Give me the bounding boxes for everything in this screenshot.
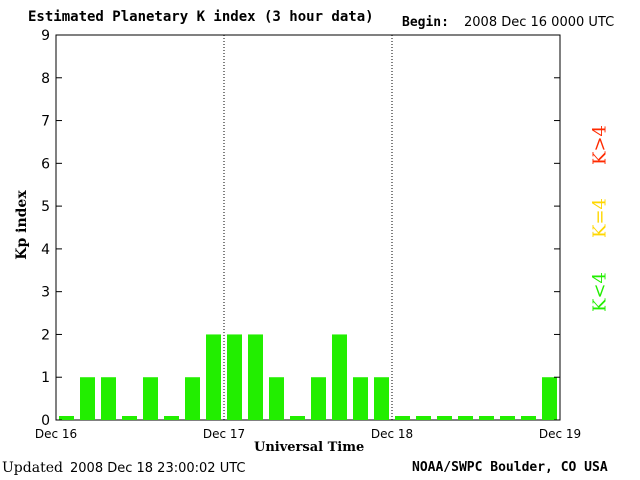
kp-bar xyxy=(416,416,431,420)
y-tick-label: 9 xyxy=(41,28,50,44)
legend-k-gt-4: K>4 xyxy=(589,125,611,165)
kp-bar xyxy=(206,334,221,420)
kp-bar xyxy=(542,377,557,420)
kp-bar xyxy=(458,416,473,420)
kp-bar xyxy=(395,416,410,420)
kp-bar xyxy=(332,334,347,420)
y-tick-label: 6 xyxy=(41,156,50,172)
kp-bar xyxy=(500,416,515,420)
kp-bar xyxy=(185,377,200,420)
y-tick-label: 0 xyxy=(41,413,50,429)
x-tick-label: Dec 19 xyxy=(539,427,581,441)
kp-bar xyxy=(143,377,158,420)
y-tick-label: 4 xyxy=(41,242,50,258)
kp-bar xyxy=(101,377,116,420)
y-axis-label: Kp index xyxy=(14,190,30,260)
begin-label: Begin: xyxy=(402,15,449,30)
chart-title: Estimated Planetary K index (3 hour data… xyxy=(28,9,374,25)
y-tick-label: 8 xyxy=(41,71,50,87)
kp-bar xyxy=(311,377,326,420)
plot-frame xyxy=(55,34,561,421)
kp-bar xyxy=(374,377,389,420)
kp-bar xyxy=(59,416,74,420)
kp-bar xyxy=(521,416,536,420)
y-tick-label: 2 xyxy=(41,327,50,343)
kp-bar xyxy=(227,334,242,420)
updated-label: Updated xyxy=(2,460,63,476)
kp-bar xyxy=(122,416,137,420)
updated-value: 2008 Dec 18 23:00:02 UTC xyxy=(70,461,246,476)
x-tick-label: Dec 16 xyxy=(35,427,77,441)
kp-bar xyxy=(164,416,179,420)
legend-k-eq-4: K=4 xyxy=(589,198,611,238)
kp-bar xyxy=(479,416,494,420)
begin-value: 2008 Dec 16 0000 UTC xyxy=(464,15,615,30)
x-axis-label: Universal Time xyxy=(254,440,365,455)
y-tick-label: 7 xyxy=(41,114,50,130)
kp-bar xyxy=(80,377,95,420)
y-tick-label: 1 xyxy=(41,370,50,386)
kp-bar xyxy=(290,416,305,420)
source-credit: NOAA/SWPC Boulder, CO USA xyxy=(412,460,608,475)
y-tick-label: 5 xyxy=(41,199,50,215)
kp-bar xyxy=(353,377,368,420)
y-tick-label: 3 xyxy=(41,285,50,301)
kp-bar xyxy=(437,416,452,420)
x-tick-label: Dec 18 xyxy=(371,427,413,441)
kp-bar xyxy=(269,377,284,420)
legend-k-lt-4: K<4 xyxy=(589,272,611,312)
kp-bar xyxy=(248,334,263,420)
x-tick-label: Dec 17 xyxy=(203,427,245,441)
